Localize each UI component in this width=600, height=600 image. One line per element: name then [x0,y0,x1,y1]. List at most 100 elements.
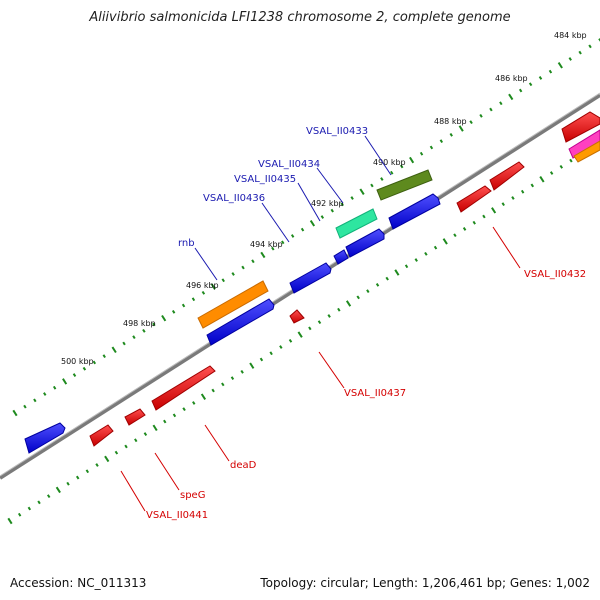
feature-pink-edge[interactable] [568,129,600,159]
inner-row-tick [539,176,545,183]
feature-blue-5[interactable] [206,298,275,346]
feature-dead[interactable] [151,365,216,411]
inner-row-tick [404,264,409,269]
inner-row-tick [143,432,148,436]
feature-vsal-ii0437[interactable] [289,309,305,324]
outer-row-tick [359,188,365,195]
outer-row-tick [409,156,415,164]
outer-row-tick [320,215,325,219]
outer-row-tick [429,145,434,150]
inner-row-tick [366,289,370,294]
inner-row-tick [569,158,573,163]
feature-blue-1[interactable] [388,193,441,230]
inner-row-tick [249,362,255,369]
inner-row-tick [124,444,128,449]
inner-row-tick [549,171,554,175]
inner-row-tick [559,164,564,169]
outer-row-tick [72,373,77,377]
outer-row-tick [548,69,553,74]
gene-label-dead[interactable]: deaD [230,460,257,471]
outer-row-tick [111,346,117,354]
feature-vsal-ii0432-a[interactable] [456,185,492,213]
tick-label-500: 500 kbp [61,357,94,366]
outer-row-tick [350,196,354,200]
gene-label-vsal-ii0436[interactable]: VSAL_II0436 [203,193,265,204]
outer-row-tick [399,164,404,169]
callout-line-rnb [194,247,218,281]
inner-row-tick [297,331,303,338]
inner-row-tick [394,269,400,276]
outer-row-tick [508,93,514,101]
map-title: Aliivibrio salmonicida LFI1238 chromosom… [89,10,511,25]
gene-label-rnb[interactable]: rnb [178,238,195,249]
outer-row-tick [62,378,68,385]
outer-row-tick [458,125,464,132]
inner-row-tick [501,202,505,207]
outer-row-tick [538,76,543,80]
feature-blue-6[interactable] [24,422,66,454]
inner-row-tick [182,407,186,412]
inner-row-tick [172,413,177,418]
callout-line-dead [204,424,230,462]
outer-row-tick [281,240,285,245]
inner-row-tick [424,251,428,256]
feature-vsal-ii0441[interactable] [89,424,114,447]
feature-orange-edge[interactable] [573,140,600,163]
outer-row-tick [588,44,592,49]
callout-line-vsal-ii0434 [316,167,344,204]
inner-row-tick [520,189,525,194]
outer-row-tick [191,297,196,302]
reverse-features [89,111,600,447]
outer-row-tick [390,170,394,175]
gene-label-speg[interactable]: speG [180,490,205,501]
gene-label-vsal-ii0434[interactable]: VSAL_II0434 [258,159,320,170]
callout-line-vsal-ii0433 [364,135,392,176]
feature-blue-2[interactable] [345,228,385,258]
inner-row-tick [75,475,80,480]
inner-row-tick [385,276,389,281]
callout-lines [120,135,521,512]
outer-row-tick [33,398,37,403]
inner-row-tick [288,338,293,343]
genome-summary-text: Topology: circular; Length: 1,206,461 bp… [260,576,590,590]
feature-vsal-ii0433[interactable] [376,169,433,201]
outer-row-tick [92,360,97,365]
outer-row-tick [499,101,503,106]
feature-vsal-ii0432-b[interactable] [489,161,525,191]
outer-row-tick [578,50,582,55]
outer-row-tick [598,38,600,42]
gene-label-vsal-ii0433[interactable]: VSAL_II0433 [306,126,368,137]
feature-vsal-ii0434[interactable] [335,208,378,239]
gene-label-vsal-ii0435[interactable]: VSAL_II0435 [234,174,296,185]
gene-label-vsal-ii0432[interactable]: VSAL_II0432 [524,269,586,280]
feature-blue-4[interactable] [289,262,332,294]
feature-red-edge[interactable] [561,111,600,143]
inner-row-tick [259,357,264,362]
outer-row-tick [340,202,344,207]
tick-label-488: 488 kbp [434,117,467,126]
inner-row-tick [240,369,244,374]
tick-label-484: 484 kbp [554,31,587,40]
outer-row-tick [419,151,424,156]
inner-row-tick [95,463,99,467]
inner-row-tick [17,512,22,517]
inner-row-tick [356,295,360,300]
gene-label-vsal-ii0441[interactable]: VSAL_II0441 [146,510,208,521]
feature-rnb[interactable] [197,280,269,329]
inner-row-tick [7,517,13,525]
inner-row-tick [269,351,273,356]
inner-row-tick [453,233,457,238]
gene-label-vsal-ii0437[interactable]: VSAL_II0437 [344,388,406,399]
feature-blue-3[interactable] [333,249,349,265]
outer-row-tick [201,290,206,295]
inner-row-tick [66,481,70,486]
outer-row-tick [251,259,255,264]
inner-row-tick [46,494,51,499]
inner-row-tick [192,401,196,405]
outer-row-tick [568,57,572,61]
callout-line-vsal-ii0435 [297,182,321,222]
feature-speg[interactable] [124,408,146,426]
inner-row-tick [308,326,312,331]
callout-line-vsal-ii0432 [492,226,521,269]
tick-row-outer [12,38,600,417]
